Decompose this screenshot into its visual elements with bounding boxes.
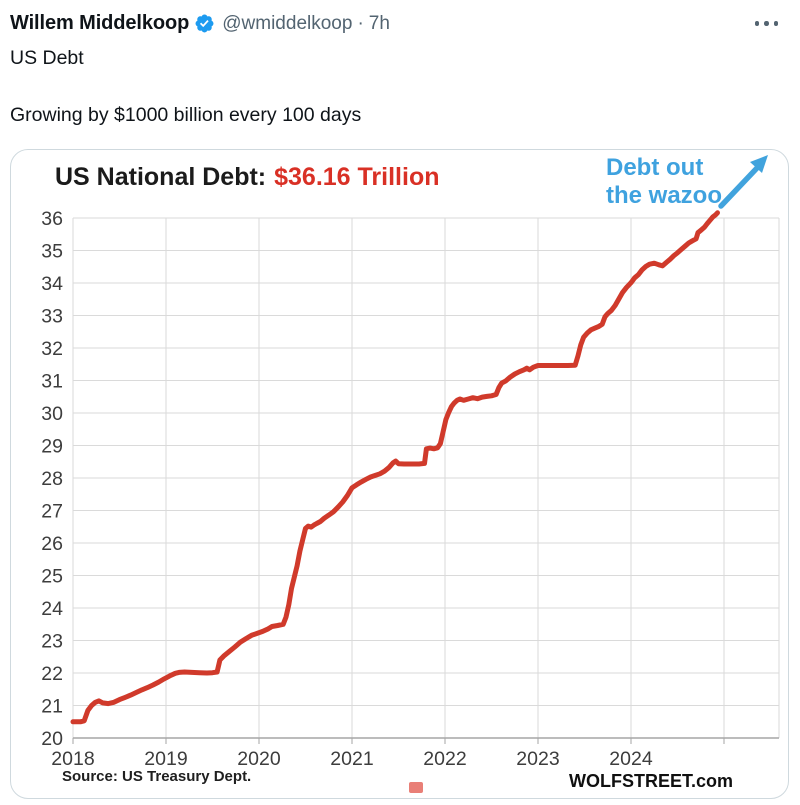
svg-text:28: 28: [41, 468, 63, 490]
tweet-image-card[interactable]: 20 21 22 23 24 25 26 27 28 29 30 31 32 33 34 35 36 2018 20…: [10, 149, 789, 799]
annotation-line2: the wazoo: [606, 182, 723, 209]
dot-icon: [773, 21, 778, 26]
dot-icon: [764, 21, 769, 26]
svg-text:2018: 2018: [51, 748, 94, 770]
dot-icon: [754, 21, 759, 26]
svg-text:2021: 2021: [330, 748, 373, 770]
svg-text:2019: 2019: [144, 748, 187, 770]
svg-text:35: 35: [41, 241, 63, 263]
svg-text:2023: 2023: [516, 748, 559, 770]
chart-source-note: Source: US Treasury Dept.: [62, 768, 252, 785]
svg-text:24: 24: [41, 598, 63, 620]
chart-brand-watermark: WOLFSTREET.com: [569, 771, 734, 791]
tweet-handle[interactable]: @wmiddelkoop: [222, 12, 353, 34]
svg-text:2022: 2022: [423, 748, 466, 770]
svg-text:26: 26: [41, 533, 63, 555]
legend-key-swatch: [409, 782, 423, 793]
tweet-header: Willem Middelkoop @wmiddelkoop · 7h: [10, 12, 780, 35]
svg-text:25: 25: [41, 566, 63, 588]
svg-text:23: 23: [41, 631, 63, 653]
svg-text:22: 22: [41, 663, 63, 685]
tweet-timestamp[interactable]: 7h: [368, 12, 390, 34]
meta-separator: ·: [357, 12, 364, 34]
svg-text:2020: 2020: [237, 748, 281, 770]
svg-text:21: 21: [41, 696, 63, 718]
chart-title: US National Debt: $36.16 Trillion: [55, 163, 439, 192]
svg-text:20: 20: [41, 728, 63, 750]
svg-text:32: 32: [41, 338, 63, 360]
svg-text:36: 36: [41, 208, 63, 230]
chart-annotation: Debt out the wazoo: [606, 154, 722, 210]
more-menu-button[interactable]: [753, 17, 781, 30]
svg-text:29: 29: [41, 436, 63, 458]
tweet-meta: @wmiddelkoop · 7h: [222, 13, 390, 35]
tweet-text-line1: US Debt: [10, 47, 84, 69]
chart-title-value: $36.16 Trillion: [274, 163, 440, 191]
svg-text:31: 31: [41, 371, 63, 393]
svg-text:27: 27: [41, 501, 63, 523]
svg-text:30: 30: [41, 403, 63, 425]
svg-text:2024: 2024: [609, 748, 653, 770]
tweet-author-name[interactable]: Willem Middelkoop: [10, 12, 190, 34]
svg-text:34: 34: [41, 273, 63, 295]
tweet-text-line2: Growing by $1000 billion every 100 days: [10, 104, 362, 126]
verified-badge-icon: [195, 14, 214, 33]
annotation-line1: Debt out: [606, 154, 704, 181]
svg-text:33: 33: [41, 306, 63, 328]
chart-title-prefix: US National Debt:: [55, 163, 267, 191]
